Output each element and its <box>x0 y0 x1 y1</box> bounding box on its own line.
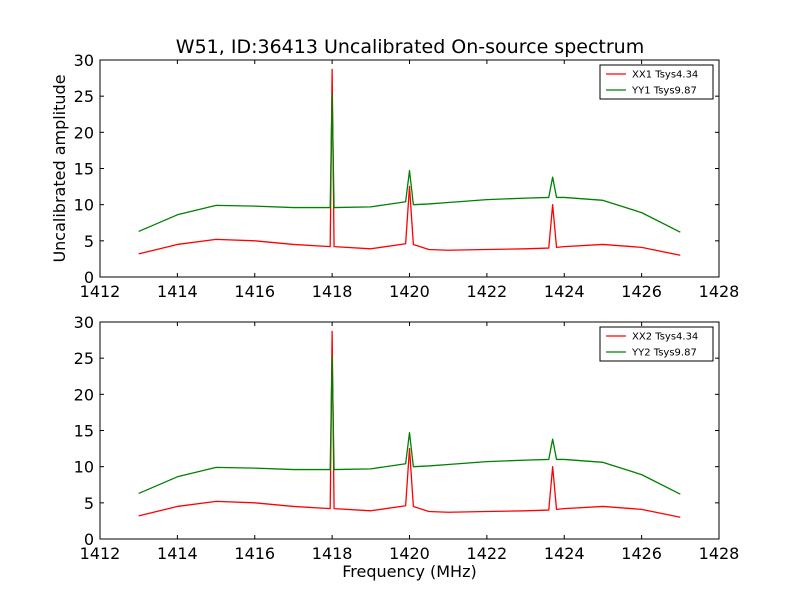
y-tick-label: 25 <box>74 87 94 106</box>
legend-label: YY1 Tsys9.87 <box>631 86 697 97</box>
x-tick-label: 1426 <box>621 282 662 301</box>
y-axis-label: Uncalibrated amplitude <box>50 74 69 262</box>
x-tick-label: 1416 <box>234 544 275 563</box>
legend-label: YY2 Tsys9.87 <box>631 348 697 359</box>
legend-box <box>599 326 714 362</box>
bottom-panel: 1412 1414 1416 1418 1420 1422 1424 1426 1428 0 5 10… <box>74 313 740 581</box>
figure-title: W51, ID:36413 Uncalibrated On-source spe… <box>176 36 644 58</box>
x-tick-label: 1422 <box>467 282 508 301</box>
y-tick-label: 5 <box>84 232 94 251</box>
y-tick-label: 0 <box>84 530 94 549</box>
y-tick-label: 15 <box>74 160 94 179</box>
y-tick-label: 0 <box>84 268 94 287</box>
series-line-xx <box>138 330 681 518</box>
x-axis-label: Frequency (MHz) <box>342 562 476 581</box>
y-tick-label: 15 <box>74 422 94 441</box>
x-tick-label: 1414 <box>157 544 198 563</box>
legend-label: XX1 Tsys4.34 <box>632 70 698 81</box>
x-tick-label: 1424 <box>544 544 585 563</box>
x-tick-label: 1412 <box>80 544 121 563</box>
y-tick-label: 10 <box>74 458 94 477</box>
x-tick-label: 1428 <box>699 544 740 563</box>
x-tick-label: 1424 <box>544 282 585 301</box>
legend-label: XX2 Tsys4.34 <box>632 332 698 343</box>
x-tick-label: 1426 <box>621 544 662 563</box>
x-tick-label: 1420 <box>389 544 430 563</box>
x-tick-label: 1412 <box>80 282 121 301</box>
y-tick-label: 30 <box>74 313 94 332</box>
x-tick-label: 1416 <box>234 282 275 301</box>
top-panel: 1412 1414 1416 1418 1420 1422 1424 1426 1428 0 5 10… <box>50 51 739 301</box>
y-tick-label: 10 <box>74 196 94 215</box>
y-tick-label: 30 <box>74 51 94 70</box>
y-tick-label: 5 <box>84 494 94 513</box>
series-line-yy <box>138 93 681 233</box>
series-line-yy <box>138 355 681 495</box>
series-line-xx <box>138 68 681 256</box>
x-tick-label: 1422 <box>467 544 508 563</box>
x-tick-label: 1418 <box>312 544 353 563</box>
y-tick-label: 20 <box>74 123 94 142</box>
y-tick-label: 25 <box>74 349 94 368</box>
x-tick-label: 1418 <box>312 282 353 301</box>
x-tick-label: 1428 <box>699 282 740 301</box>
legend-box <box>599 64 714 100</box>
x-tick-label: 1414 <box>157 282 198 301</box>
y-tick-label: 20 <box>74 385 94 404</box>
x-tick-label: 1420 <box>389 282 430 301</box>
